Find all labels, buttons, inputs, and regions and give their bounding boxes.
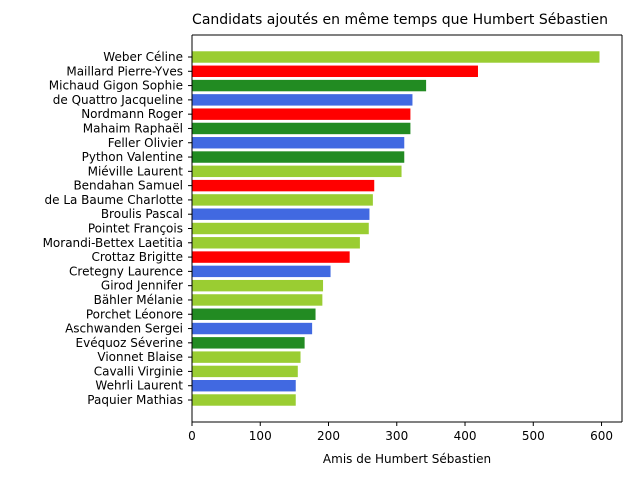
y-tick-label: de La Baume Charlotte xyxy=(45,193,184,207)
x-tick-label: 400 xyxy=(454,429,477,443)
y-tick-label: Broulis Pascal xyxy=(101,207,183,221)
bar xyxy=(192,65,478,78)
x-tick-label: 500 xyxy=(522,429,545,443)
bar xyxy=(192,51,600,63)
y-tick-label: Bähler Mélanie xyxy=(94,293,183,307)
axes-frame xyxy=(191,34,623,423)
x-tick-label: 200 xyxy=(317,429,340,443)
y-tick-label: Morandi-Bettex Laetitia xyxy=(43,236,183,250)
x-tick-label: 600 xyxy=(590,429,613,443)
x-tick-label: 300 xyxy=(385,429,408,443)
bar xyxy=(192,194,373,206)
y-tick-label: Evéquoz Séverine xyxy=(76,336,183,350)
bar xyxy=(192,165,402,178)
y-tick-label: Aschwanden Sergei xyxy=(65,322,183,336)
y-tick-label: Bendahan Samuel xyxy=(73,179,183,193)
bar xyxy=(192,208,370,220)
y-tick-label: Weber Céline xyxy=(103,50,183,64)
bar xyxy=(192,322,313,335)
bar xyxy=(192,137,405,149)
y-tick-label: Nordmann Roger xyxy=(81,107,183,121)
bar xyxy=(192,394,296,406)
y-tick-label: Girod Jennifer xyxy=(101,279,183,293)
x-ticks: 0 100 200 300 400 500 600 xyxy=(188,422,613,443)
bar xyxy=(192,151,405,163)
y-tick-label: Cretegny Laurence xyxy=(69,264,183,278)
y-tick-label: de Quattro Jacqueline xyxy=(53,93,183,107)
bar xyxy=(192,237,360,249)
bar xyxy=(192,179,375,192)
y-tick-label: Paquier Mathias xyxy=(87,393,183,407)
y-tick-label: Miéville Laurent xyxy=(88,164,184,178)
y-tick-label: Cavalli Virginie xyxy=(94,364,183,378)
y-tick-label: Mahaim Raphaël xyxy=(83,121,183,135)
bar xyxy=(192,94,413,106)
y-tick-label: Feller Olivier xyxy=(108,136,183,150)
y-tick-label: Pointet François xyxy=(88,222,183,236)
bar xyxy=(192,79,427,92)
y-tick-label: Maillard Pierre-Yves xyxy=(66,64,183,78)
y-tick-label: Michaud Gigon Sophie xyxy=(49,79,183,93)
bar xyxy=(192,222,369,235)
bar xyxy=(192,294,323,306)
chart-title: Candidats ajoutés en même temps que Humb… xyxy=(192,12,608,28)
y-tick-label: Crottaz Brigitte xyxy=(91,250,183,264)
bar xyxy=(192,308,316,320)
y-tick-label: Porchet Léonore xyxy=(86,307,183,321)
bar xyxy=(192,365,298,378)
x-axis-label: Amis de Humbert Sébastien xyxy=(323,452,491,466)
y-tick-label: Wehrli Laurent xyxy=(95,379,183,393)
bar xyxy=(192,265,331,278)
x-tick-label: 100 xyxy=(249,429,272,443)
bar xyxy=(192,108,411,120)
bar xyxy=(192,251,350,263)
y-tick-label: Vionnet Blaise xyxy=(97,350,183,364)
bar xyxy=(192,279,324,292)
y-tick-label: Python Valentine xyxy=(82,150,183,164)
bar xyxy=(192,351,301,363)
bar xyxy=(192,337,305,349)
bar xyxy=(192,122,411,135)
bars-group xyxy=(192,51,600,406)
x-tick-label: 0 xyxy=(188,429,196,443)
bar xyxy=(192,379,296,392)
